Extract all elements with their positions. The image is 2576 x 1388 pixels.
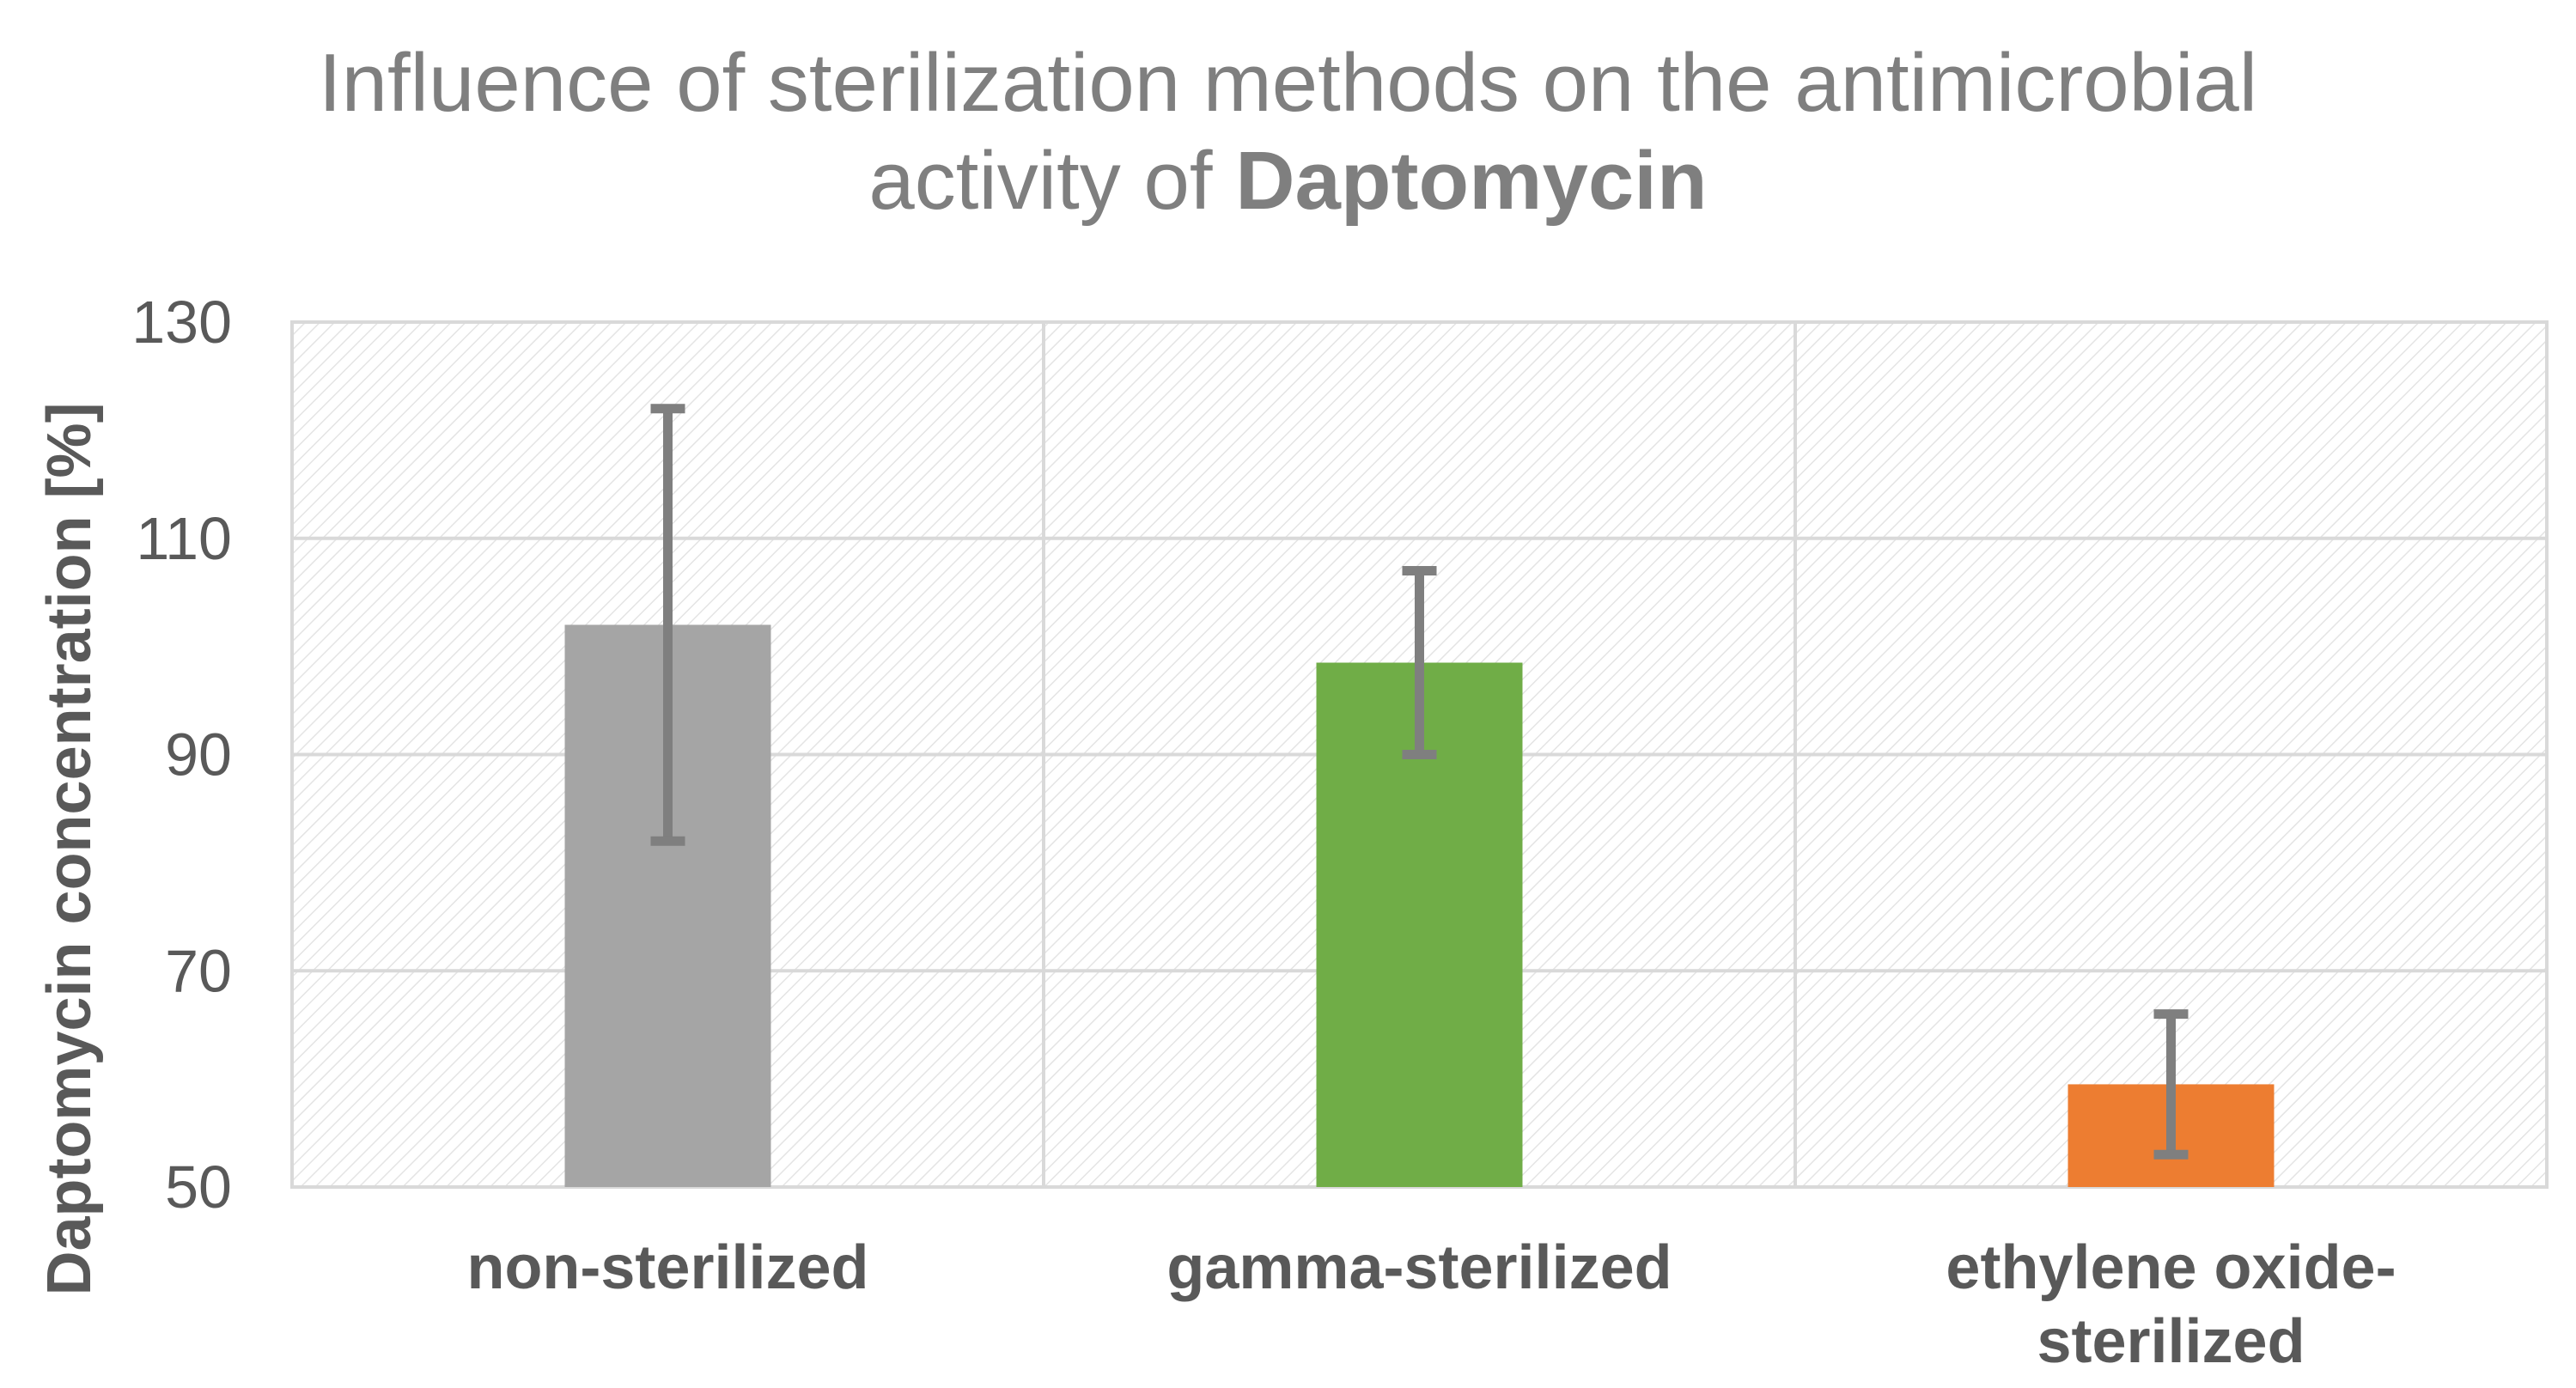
- x-category-label: non-sterilized: [466, 1233, 868, 1302]
- error-bar: [650, 404, 685, 846]
- chart-title-line2-prefix: activity of: [868, 135, 1236, 227]
- chart-title: Influence of sterilization methods on th…: [0, 34, 2576, 230]
- y-tick-label: 90: [165, 721, 232, 788]
- y-tick-label: 130: [131, 289, 232, 356]
- y-tick-label: 50: [165, 1154, 232, 1221]
- y-axis-label: Daptomycin concentration [%]: [35, 402, 104, 1295]
- x-category-label: gamma-sterilized: [1166, 1233, 1672, 1302]
- chart-title-line2: activity of Daptomycin: [0, 132, 2576, 230]
- y-tick-label: 110: [136, 505, 232, 572]
- x-category-label: ethylene oxide-sterilized: [1946, 1233, 2396, 1376]
- y-tick-label: 70: [165, 937, 232, 1004]
- chart-title-line1: Influence of sterilization methods on th…: [318, 37, 2258, 129]
- chart-title-bold: Daptomycin: [1235, 135, 1708, 227]
- error-bar: [2153, 1009, 2189, 1160]
- error-bar: [1402, 566, 1437, 759]
